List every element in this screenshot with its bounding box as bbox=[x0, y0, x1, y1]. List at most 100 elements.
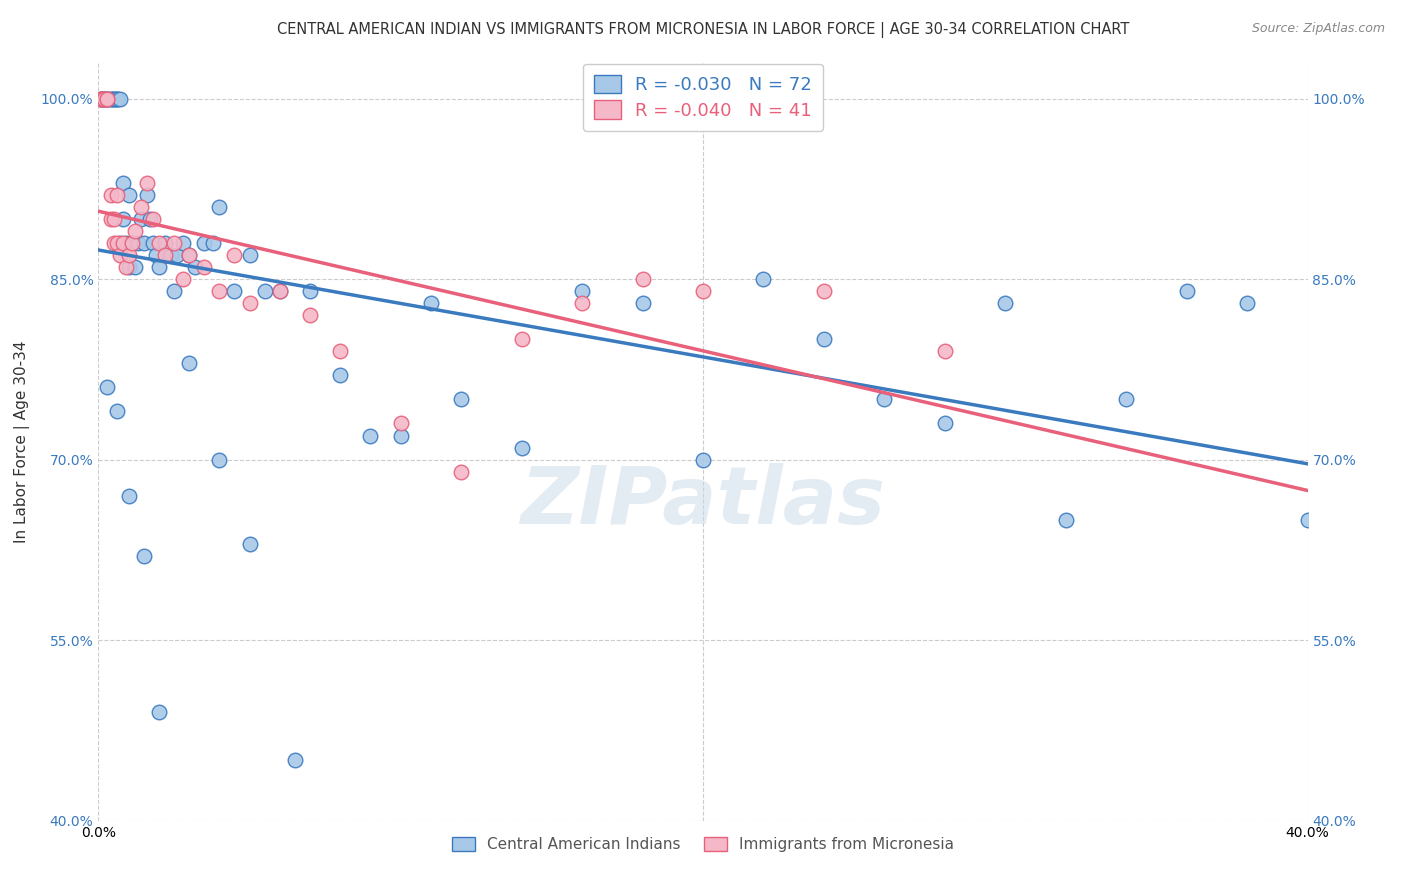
Point bbox=[142, 211, 165, 226]
Point bbox=[90, 91, 112, 105]
Point bbox=[100, 211, 122, 226]
Point bbox=[202, 235, 225, 250]
Point bbox=[360, 428, 382, 442]
Point bbox=[184, 260, 207, 274]
Point bbox=[111, 211, 134, 226]
Point bbox=[118, 489, 141, 503]
Point bbox=[239, 537, 262, 551]
Point bbox=[103, 211, 125, 226]
Point bbox=[93, 91, 115, 105]
Point bbox=[100, 187, 122, 202]
Point bbox=[510, 332, 533, 346]
Point bbox=[148, 235, 170, 250]
Point bbox=[208, 200, 231, 214]
Point bbox=[813, 284, 835, 298]
Point bbox=[692, 284, 714, 298]
Point bbox=[105, 404, 128, 418]
Legend: Central American Indians, Immigrants from Micronesia: Central American Indians, Immigrants fro… bbox=[446, 831, 960, 858]
Point bbox=[148, 260, 170, 274]
Point bbox=[420, 296, 443, 310]
Point bbox=[90, 91, 112, 105]
Point bbox=[994, 296, 1017, 310]
Point bbox=[96, 91, 118, 105]
Point bbox=[389, 428, 412, 442]
Point bbox=[813, 332, 835, 346]
Point bbox=[108, 235, 131, 250]
Point bbox=[132, 549, 155, 563]
Point bbox=[108, 248, 131, 262]
Point bbox=[127, 235, 149, 250]
Point bbox=[163, 235, 186, 250]
Point bbox=[103, 91, 125, 105]
Point bbox=[96, 91, 118, 105]
Point bbox=[121, 235, 143, 250]
Y-axis label: In Labor Force | Age 30-34: In Labor Force | Age 30-34 bbox=[14, 340, 30, 543]
Point bbox=[100, 91, 122, 105]
Point bbox=[103, 235, 125, 250]
Point bbox=[934, 417, 956, 431]
Point bbox=[93, 91, 115, 105]
Point bbox=[163, 284, 186, 298]
Point bbox=[450, 392, 472, 407]
Point bbox=[166, 248, 188, 262]
Point bbox=[510, 441, 533, 455]
Point bbox=[208, 452, 231, 467]
Point bbox=[145, 248, 167, 262]
Point bbox=[1175, 284, 1198, 298]
Point bbox=[118, 260, 141, 274]
Point bbox=[873, 392, 896, 407]
Point bbox=[124, 260, 146, 274]
Point bbox=[179, 356, 201, 370]
Point bbox=[114, 235, 136, 250]
Point bbox=[139, 211, 162, 226]
Point bbox=[103, 91, 125, 105]
Point bbox=[160, 248, 183, 262]
Point bbox=[105, 187, 128, 202]
Point bbox=[121, 235, 143, 250]
Point bbox=[179, 248, 201, 262]
Point bbox=[329, 344, 352, 359]
Point bbox=[224, 284, 246, 298]
Point bbox=[239, 296, 262, 310]
Point bbox=[1236, 296, 1258, 310]
Point bbox=[93, 91, 115, 105]
Point bbox=[450, 465, 472, 479]
Point bbox=[153, 235, 176, 250]
Point bbox=[1054, 513, 1077, 527]
Point bbox=[96, 380, 118, 394]
Point bbox=[105, 91, 128, 105]
Point bbox=[208, 284, 231, 298]
Point bbox=[129, 211, 152, 226]
Point bbox=[142, 235, 165, 250]
Point bbox=[90, 91, 112, 105]
Point bbox=[105, 91, 128, 105]
Point bbox=[108, 91, 131, 105]
Point bbox=[193, 235, 215, 250]
Point bbox=[148, 706, 170, 720]
Point bbox=[224, 248, 246, 262]
Point bbox=[118, 187, 141, 202]
Point bbox=[571, 284, 593, 298]
Point bbox=[389, 417, 412, 431]
Point bbox=[90, 91, 112, 105]
Text: CENTRAL AMERICAN INDIAN VS IMMIGRANTS FROM MICRONESIA IN LABOR FORCE | AGE 30-34: CENTRAL AMERICAN INDIAN VS IMMIGRANTS FR… bbox=[277, 22, 1129, 38]
Point bbox=[692, 452, 714, 467]
Point bbox=[111, 235, 134, 250]
Point bbox=[239, 248, 262, 262]
Point bbox=[172, 235, 194, 250]
Point bbox=[269, 284, 291, 298]
Point bbox=[934, 344, 956, 359]
Point bbox=[135, 187, 157, 202]
Point bbox=[118, 248, 141, 262]
Text: ZIPatlas: ZIPatlas bbox=[520, 463, 886, 541]
Point bbox=[96, 91, 118, 105]
Point bbox=[153, 248, 176, 262]
Point bbox=[105, 235, 128, 250]
Point bbox=[179, 248, 201, 262]
Point bbox=[1296, 513, 1319, 527]
Point bbox=[132, 235, 155, 250]
Point bbox=[571, 296, 593, 310]
Point bbox=[631, 296, 654, 310]
Point bbox=[253, 284, 276, 298]
Point bbox=[284, 754, 307, 768]
